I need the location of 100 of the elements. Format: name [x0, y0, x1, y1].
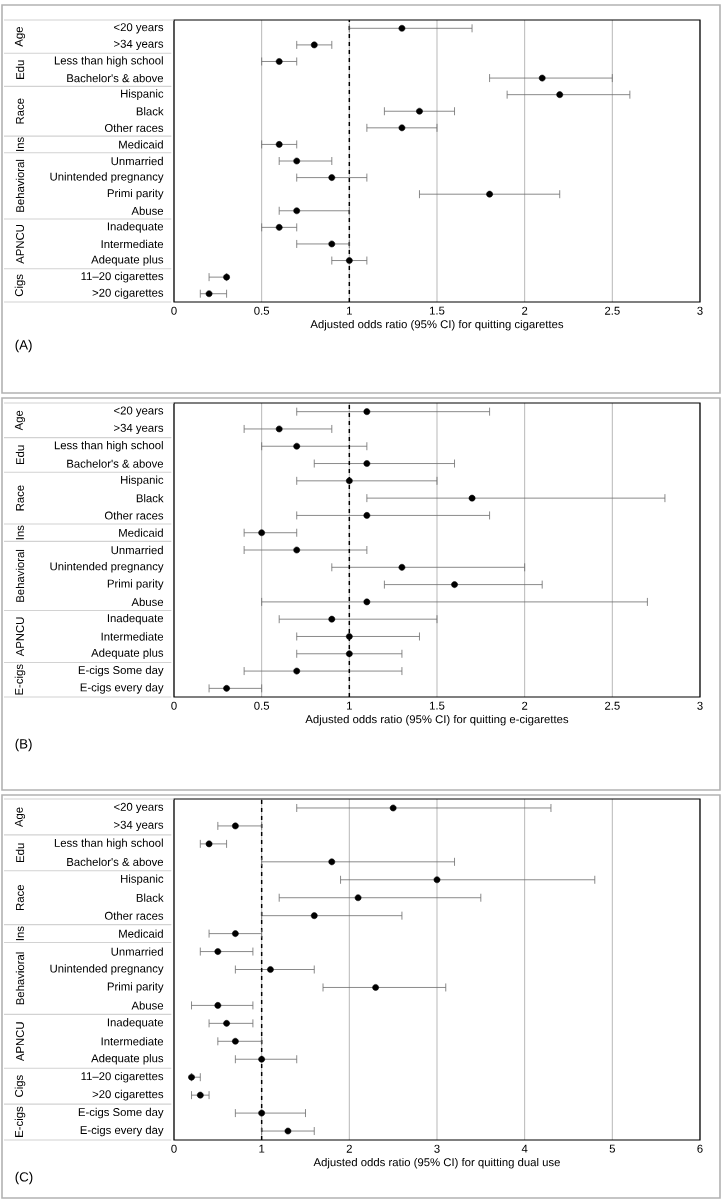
x-tick-label: 3: [434, 1144, 440, 1153]
y-tick-label: <20 years: [114, 406, 164, 417]
y-tick-label: Bachelor's & above: [67, 857, 164, 866]
y-tick-label: Inadequate: [107, 613, 164, 625]
y-tick-label: Unintended pregnancy: [50, 172, 164, 183]
text: Age: [14, 27, 26, 47]
point: [223, 1020, 230, 1027]
text: Edu: [15, 445, 25, 465]
y-tick-label: Abuse: [131, 1001, 164, 1010]
point: [205, 290, 213, 298]
y-tick-label: Inadequate: [107, 222, 164, 233]
y-tick-label: Adequate plus: [91, 255, 164, 266]
point: [293, 157, 301, 165]
y-tick-label: Black: [136, 493, 164, 503]
point: [345, 633, 353, 640]
y-tick-label: Intermediate: [101, 1037, 164, 1046]
x-tick-label: 5: [609, 1144, 615, 1153]
x-tick-label: 3: [697, 701, 703, 710]
point: [345, 650, 353, 658]
point: [363, 598, 371, 606]
y-tick-label: E-cigs every day: [80, 1125, 164, 1137]
point: [258, 529, 265, 537]
x-tick-label: 2: [522, 701, 528, 710]
y-tick-label: Less than high school: [54, 838, 163, 850]
text: APNCU: [15, 1022, 24, 1062]
text: Age: [14, 807, 26, 828]
point: [293, 546, 301, 554]
point: [310, 41, 318, 49]
x-tick-label: 0: [171, 1144, 177, 1153]
point: [258, 1055, 265, 1063]
x-tick-label: 2: [522, 306, 528, 315]
y-tick-label: Hispanic: [121, 89, 164, 100]
x-tick-label: 6: [697, 1144, 703, 1153]
text: Edu: [15, 843, 25, 863]
point: [398, 24, 406, 32]
point: [293, 207, 301, 215]
point: [310, 912, 318, 919]
text: Behavioral: [15, 952, 25, 1005]
x-tick-label: 1.5: [429, 306, 445, 315]
text: (C): [15, 1171, 33, 1185]
y-tick-label: Less than high school: [54, 56, 163, 67]
y-tick-label: 11–20 cigarettes: [81, 1071, 164, 1083]
x-tick-label: 1: [347, 306, 352, 315]
y-tick-label: Primi parity: [107, 188, 164, 200]
point: [363, 460, 371, 467]
text: Race: [16, 485, 24, 511]
point: [398, 563, 406, 571]
y-tick-label: >34 years: [114, 423, 164, 435]
point: [556, 91, 564, 98]
y-tick-label: Unmarried: [111, 156, 163, 166]
point: [275, 141, 283, 148]
y-tick-label: Bachelor's & above: [67, 73, 164, 83]
x-tick-label: 0: [171, 701, 177, 710]
point: [416, 107, 423, 115]
y-tick-label: E-cigs Some day: [78, 1107, 164, 1119]
point: [345, 257, 353, 264]
point: [214, 948, 222, 955]
text: Cigs: [14, 274, 26, 297]
text: Ins: [16, 926, 24, 941]
y-tick-label: Primi parity: [107, 579, 164, 590]
y-tick-label: Intermediate: [101, 239, 164, 249]
y-tick-label: >34 years: [114, 39, 164, 51]
point: [468, 494, 476, 502]
x-tick-label: 2: [346, 1144, 352, 1153]
x-tick-label: 0.5: [254, 306, 270, 315]
point: [345, 477, 353, 485]
y-tick-label: E-cigs every day: [80, 683, 164, 694]
point: [205, 840, 213, 848]
point: [232, 1037, 239, 1045]
y-tick-label: Less than high school: [54, 440, 163, 452]
point: [328, 615, 336, 623]
point: [232, 930, 239, 937]
x-tick-label: 0.5: [254, 701, 270, 710]
y-tick-label: Primi parity: [107, 982, 164, 993]
point: [354, 894, 362, 902]
y-tick-label: Black: [136, 893, 164, 902]
point: [275, 425, 283, 433]
y-tick-label: Unintended pregnancy: [50, 562, 164, 573]
x-tick-label: 2.5: [605, 306, 620, 315]
point: [433, 876, 441, 884]
y-tick-label: <20 years: [114, 802, 164, 814]
y-tick-label: Medicaid: [119, 140, 163, 149]
point: [275, 224, 283, 231]
y-tick-label: Other races: [104, 911, 164, 920]
point: [363, 408, 371, 415]
point: [328, 174, 336, 181]
text: Cigs: [14, 1075, 26, 1097]
x-tick-label: 1: [347, 701, 352, 710]
y-tick-label: Unintended pregnancy: [50, 964, 164, 975]
point: [293, 667, 301, 675]
x-axis-title: Adjusted odds ratio (95% CI) for quitting cigarettes: [310, 319, 564, 331]
y-tick-label: Unmarried: [111, 947, 163, 956]
y-tick-label: Abuse: [131, 597, 164, 607]
y-tick-label: >20 cigarettes: [92, 288, 164, 299]
text: Race: [16, 885, 24, 911]
point: [389, 804, 397, 812]
point: [267, 966, 274, 973]
point: [284, 1127, 292, 1135]
text: APNCU: [15, 224, 24, 264]
y-tick-label: >34 years: [114, 820, 164, 832]
